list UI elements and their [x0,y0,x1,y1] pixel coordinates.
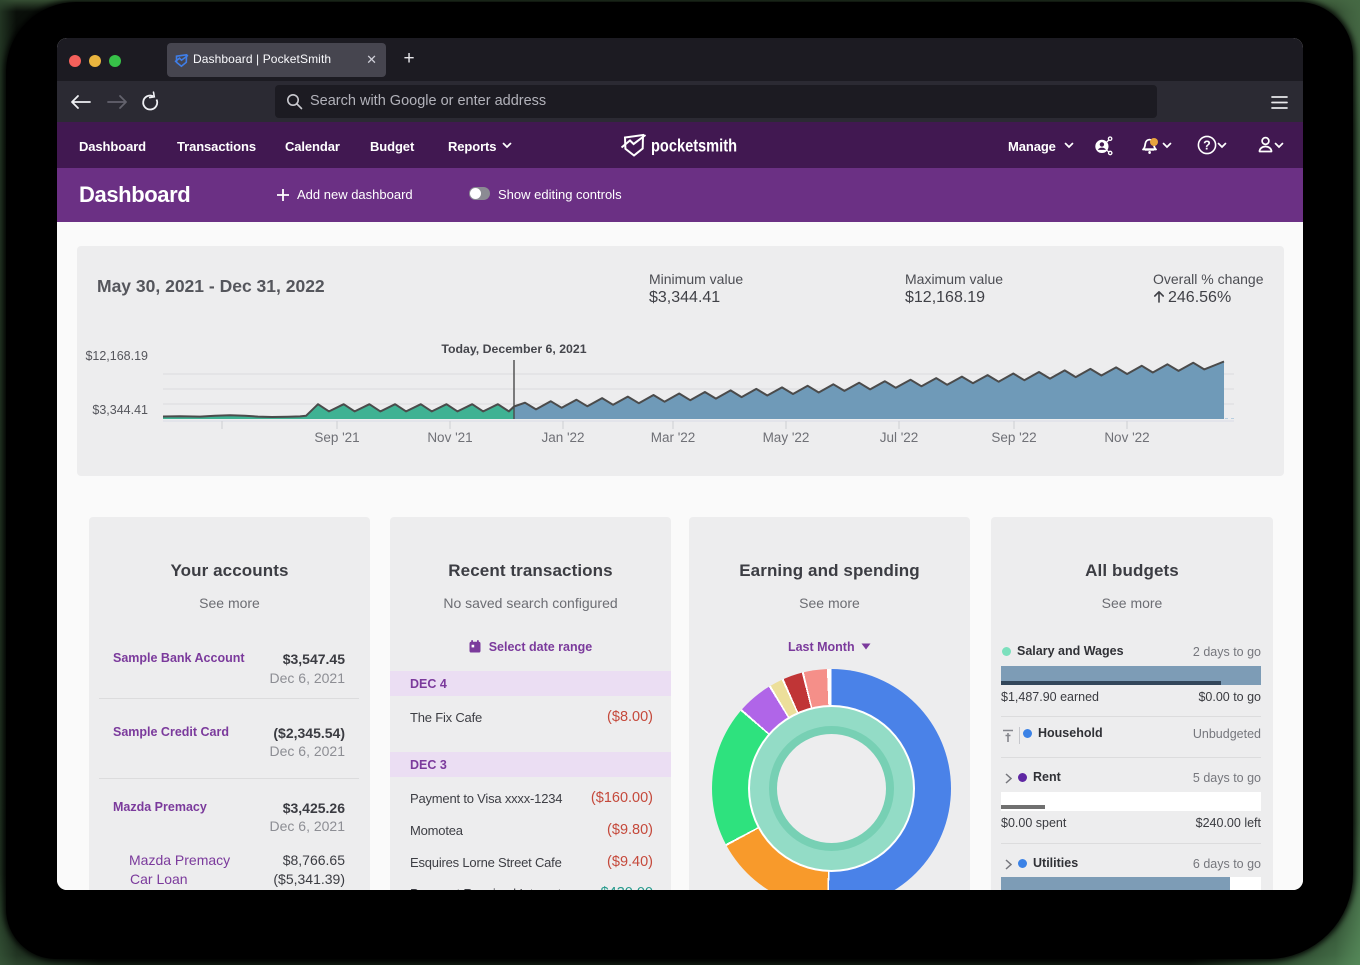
svg-text:Nov '22: Nov '22 [1104,430,1149,445]
svg-text:Mar '22: Mar '22 [651,430,696,445]
svg-text:$12,168.19: $12,168.19 [85,349,148,363]
svg-text:Jul '22: Jul '22 [880,430,919,445]
svg-text:$3,344.41: $3,344.41 [92,403,148,417]
svg-text:Today, December 6, 2021: Today, December 6, 2021 [441,342,586,356]
svg-text:pocketsmith: pocketsmith [651,136,737,156]
svg-text:May '22: May '22 [763,430,810,445]
svg-text:Sep '21: Sep '21 [314,430,359,445]
svg-text:Sep '22: Sep '22 [991,430,1036,445]
svg-text:Jan '22: Jan '22 [541,430,584,445]
svg-text:Nov '21: Nov '21 [427,430,472,445]
svg-text:?: ? [1203,138,1211,152]
